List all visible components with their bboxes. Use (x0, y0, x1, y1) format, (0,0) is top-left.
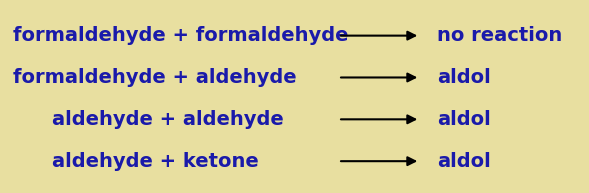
Text: aldehyde + ketone: aldehyde + ketone (52, 152, 259, 171)
Text: aldehyde + aldehyde: aldehyde + aldehyde (52, 110, 284, 129)
Text: aldol: aldol (437, 68, 491, 87)
Text: formaldehyde + formaldehyde: formaldehyde + formaldehyde (13, 26, 348, 45)
Text: aldol: aldol (437, 110, 491, 129)
Text: no reaction: no reaction (437, 26, 562, 45)
Text: aldol: aldol (437, 152, 491, 171)
Text: formaldehyde + aldehyde: formaldehyde + aldehyde (13, 68, 296, 87)
